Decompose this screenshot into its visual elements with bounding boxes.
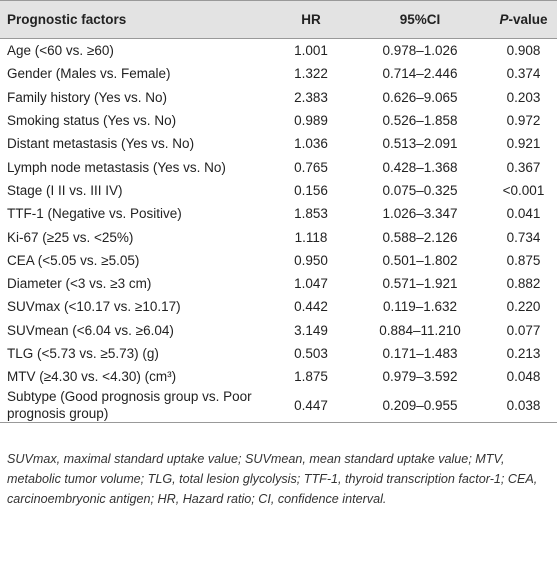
table-cell: 0.048 [506,369,541,385]
table-cell: 0.203 [506,89,541,105]
table-row: Gender (Males vs. Female) 1.322 0.714–2.44… [0,62,557,85]
table-row: Family history (Yes vs. No) 2.383 0.626–9.… [0,86,557,109]
table-cell: 0.367 [506,159,541,175]
header-row: Prognostic factors HR 95%CI P-value [0,0,557,39]
table-body: Age (<60 vs. ≥60) 1.001 0.978–1.026 0.908 Ge… [0,39,557,423]
table-cell: Ki-67 (≥25 vs. <25%) [7,229,134,245]
table-cell: 1.853 [294,206,328,222]
table-cell: 0.213 [506,346,541,361]
header-text: P [499,12,509,27]
table-row: MTV (≥4.30 vs. <4.30) (cm³) 1.875 0.979–3.… [0,365,557,388]
table-cell: 0.041 [506,206,541,222]
table-cell: Gender (Males vs. Female) [7,66,171,82]
table-cell: Subtype (Good prognosis group vs. Poor p… [7,389,252,422]
table-cell: Age (<60 vs. ≥60) [7,43,114,59]
table-cell: 0.978–1.026 [382,43,458,59]
table-row: SUVmean (<6.04 vs. ≥6.04) 3.149 0.884–11.2… [0,319,557,342]
table-cell: 0.077 [506,322,541,338]
header-cell: HR [301,12,321,27]
table-cell: 0.526–1.858 [382,113,458,129]
table-cell: 0.171–1.483 [382,346,458,361]
table-row: TLG (<5.73 vs. ≥5.73) (g) 0.503 0.171–1.48… [0,342,557,365]
table-row: Lymph node metastasis (Yes vs. No) 0.765 0… [0,155,557,178]
table-cell: 0.882 [506,276,541,292]
table-cell: Smoking status (Yes vs. No) [7,113,177,129]
table-cell: 0.908 [506,43,541,59]
table-row: Smoking status (Yes vs. No) 0.989 0.526–1.… [0,109,557,132]
table-cell: Lymph node metastasis (Yes vs. No) [7,159,226,175]
table-cell: 0.209–0.955 [382,397,458,413]
table-cell: MTV (≥4.30 vs. <4.30) (cm³) [7,369,177,385]
table-cell: 0.075–0.325 [382,182,458,198]
table-cell: 0.626–9.065 [382,89,458,105]
table-cell: 1.001 [294,43,328,59]
table: Prognostic factors HR 95%CI P-value Age (<6… [0,0,557,424]
footnote: SUVmax, maximal standard uptake value; S… [7,452,538,507]
table-cell: 1.875 [294,369,328,385]
table-cell: 0.979–3.592 [382,369,458,385]
table-cell: 0.513–2.091 [382,136,458,152]
table-cell: 0.156 [294,182,328,198]
header-cell: P-value [490,1,557,39]
table-cell: 0.571–1.921 [382,276,458,292]
table-cell: SUVmax (<10.17 vs. ≥10.17) [7,299,181,315]
table-cell: 0.428–1.368 [382,159,458,175]
table-header: Prognostic factors HR 95%CI P-value [0,0,557,39]
header-text: -value [508,12,548,27]
table-cell: 0.447 [294,397,328,413]
table-cell: TTF-1 (Negative vs. Positive) [7,206,182,222]
table-cell: 0.038 [506,397,541,413]
table-cell: 0.119–1.632 [382,299,458,315]
table-cell: 0.220 [506,299,541,315]
table-cell: 0.972 [506,113,541,129]
table-row: Diameter (<3 vs. ≥3 cm) 1.047 0.571–1.921 0… [0,272,557,295]
table-cell: 0.714–2.446 [382,66,458,82]
table-row: SUVmax (<10.17 vs. ≥10.17) 0.442 0.119–1.6… [0,295,557,318]
table-cell: 0.501–1.802 [382,252,458,268]
table-cell: 0.374 [506,66,541,82]
table-cell: Distant metastasis (Yes vs. No) [7,136,195,152]
table-cell: 1.118 [294,229,328,245]
table-cell: 1.026–3.347 [382,206,458,222]
table-cell: Stage (I II vs. III IV) [7,182,123,198]
table-cell: 0.950 [294,252,328,268]
table-cell: 0.875 [506,252,541,268]
table-row: Stage (I II vs. III IV) 0.156 0.075–0.325 <… [0,179,557,202]
table-cell: 2.383 [294,89,328,105]
table-cell: 1.047 [294,276,328,292]
table-cell: CEA (<5.05 vs. ≥5.05) [7,252,140,268]
table-row: Distant metastasis (Yes vs. No) 1.036 0.51… [0,132,557,155]
table-row: CEA (<5.05 vs. ≥5.05) 0.950 0.501–1.802 0.8… [0,249,557,272]
table-cell: SUVmean (<6.04 vs. ≥6.04) [7,322,174,338]
table-cell: 1.036 [294,136,328,152]
table-cell: 0.734 [506,229,541,245]
table-row: Ki-67 (≥25 vs. <25%) 1.118 0.588–2.126 0.73… [0,225,557,248]
table-cell: 0.989 [294,113,328,129]
table-cell: TLG (<5.73 vs. ≥5.73) (g) [7,346,159,361]
table-cell: Diameter (<3 vs. ≥3 cm) [7,276,152,292]
table-row: Age (<60 vs. ≥60) 1.001 0.978–1.026 0.908 [0,39,557,63]
table-cell: <0.001 [502,182,545,198]
header-cell: Prognostic factors [7,12,127,27]
table-row: Subtype (Good prognosis group vs. Poor p… [0,388,557,423]
header-cell: 95%CI [399,12,441,27]
table-cell: 0.588–2.126 [382,229,458,245]
table-cell: 0.442 [294,299,328,315]
table-cell: 1.322 [294,66,328,82]
table-cell: 0.765 [294,159,328,175]
table-row: TTF-1 (Negative vs. Positive) 1.853 1.026–… [0,202,557,225]
table-cell: 0.884–11.210 [379,322,461,338]
table-cell: 0.503 [294,346,328,361]
table-cell: Family history (Yes vs. No) [7,89,168,105]
table-cell: 3.149 [294,322,328,338]
table-cell: 0.921 [506,136,541,152]
